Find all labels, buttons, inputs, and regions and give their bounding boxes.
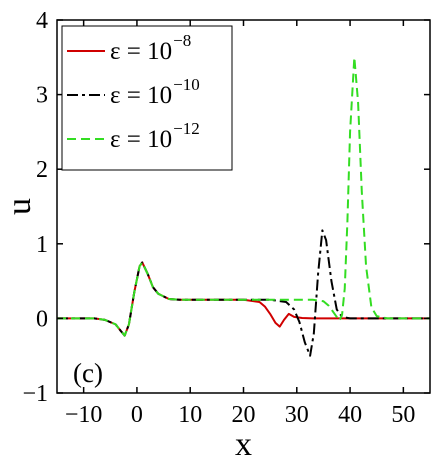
- x-tick-label: 10: [178, 402, 202, 428]
- y-tick-label: 3: [36, 83, 48, 109]
- legend-exponent-3: −12: [173, 119, 200, 138]
- x-tick-label: −10: [65, 402, 103, 428]
- panel-label: (c): [73, 358, 103, 388]
- legend: ε = 10−8ε = 10−10ε = 10−12: [61, 25, 233, 171]
- x-tick-label: 40: [338, 402, 362, 428]
- y-tick-label: 4: [36, 8, 48, 34]
- x-tick-label: 30: [285, 402, 309, 428]
- legend-exponent-2: −10: [173, 75, 200, 94]
- y-tick-label: 0: [36, 306, 48, 332]
- y-tick-label: 1: [36, 232, 48, 258]
- x-axis-title: x: [235, 426, 252, 461]
- x-tick-label: 50: [391, 402, 415, 428]
- y-tick-label: 2: [36, 157, 48, 183]
- x-tick-label: 0: [131, 402, 143, 428]
- y-axis-title: u: [1, 198, 38, 215]
- legend-exponent-1: −8: [173, 31, 191, 50]
- series-line-3: [57, 56, 430, 337]
- y-tick-label: −1: [22, 381, 48, 407]
- plot-lines: [57, 56, 430, 357]
- series-line-2: [57, 229, 430, 357]
- x-tick-label: 20: [232, 402, 256, 428]
